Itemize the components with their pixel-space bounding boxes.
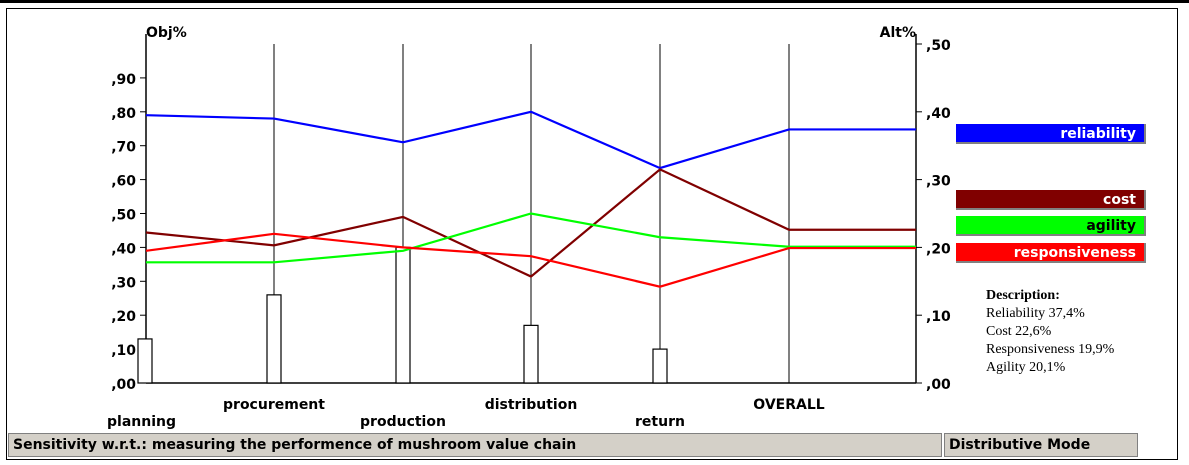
description-line-cost: Cost 22,6% [986,324,1052,339]
objective-weight-bar-procurement[interactable] [266,294,282,384]
left-tick-label: ,60 [111,174,136,190]
category-label-planning: planning [107,414,176,430]
category-label-distribution: distribution [485,397,578,413]
description-line-agility: Agility 20,1% [986,360,1066,375]
legend-item-agility[interactable]: agility [956,216,1146,236]
description-title: Description: [986,288,1060,303]
series-line-reliability[interactable] [145,110,916,170]
description-line-responsiveness: Responsiveness 19,9% [986,342,1115,357]
right-tick-label: ,40 [926,106,951,122]
right-tick-label: ,00 [926,377,951,393]
category-label-procurement: procurement [223,397,325,413]
right-tick-label: ,50 [926,38,951,54]
series-line-agility[interactable] [146,212,916,264]
description-line-reliability: Reliability 37,4% [986,306,1085,321]
left-tick-label: ,30 [111,275,136,291]
category-label-return: return [635,414,685,430]
legend-item-reliability[interactable]: reliability [956,124,1146,144]
left-tick-label: ,80 [111,106,136,122]
right-axis-label: Alt% [880,25,916,41]
sensitivity-status: Sensitivity w.r.t.: measuring the perfor… [8,433,942,457]
right-tick-label: ,20 [926,241,951,257]
left-tick-label: ,50 [111,208,136,224]
series-line-responsiveness[interactable] [145,232,916,288]
left-tick-label: ,10 [111,343,136,359]
category-label-production: production [360,414,446,430]
series-line-cost[interactable] [145,168,916,278]
left-tick-label: ,70 [111,140,136,156]
left-axis-label: Obj% [146,25,187,41]
left-tick-label: ,90 [111,72,136,88]
left-tick-label: ,40 [111,241,136,257]
category-label-OVERALL: OVERALL [753,397,824,413]
objective-weight-bar-production[interactable] [395,246,411,384]
legend-item-cost[interactable]: cost [956,190,1146,210]
left-tick-label: ,20 [111,309,136,325]
legend-item-responsiveness[interactable]: responsiveness [956,243,1146,263]
right-tick-label: ,30 [926,174,951,190]
objective-weight-bar-distribution[interactable] [523,324,539,384]
top-border [0,0,1189,3]
objective-weight-bar-return[interactable] [652,348,668,384]
objective-weight-bar-planning[interactable] [137,338,153,384]
left-tick-label: ,00 [111,377,136,393]
description-panel: Description: Reliability 37,4% Cost 22,6… [986,287,1114,377]
right-tick-label: ,10 [926,309,951,325]
mode-status[interactable]: Distributive Mode [944,433,1138,457]
window-frame [6,8,1178,460]
